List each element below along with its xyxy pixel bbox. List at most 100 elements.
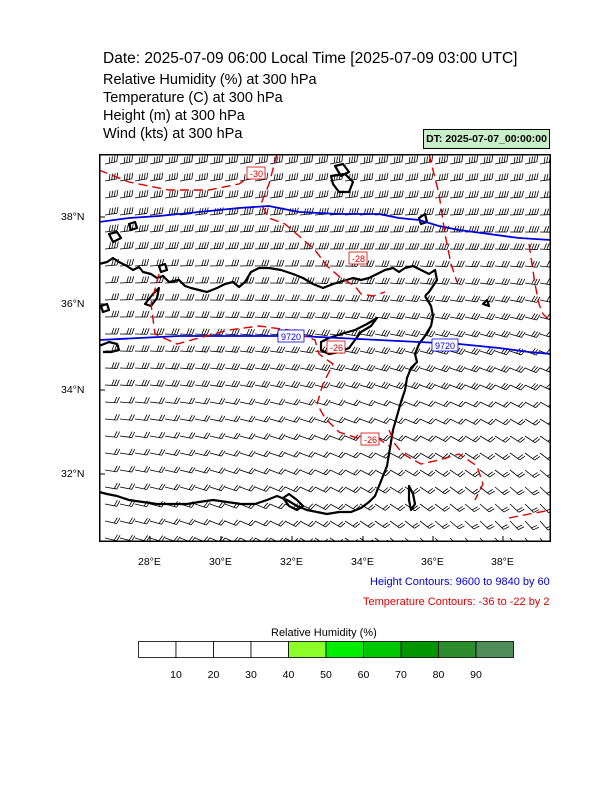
wind-barb xyxy=(404,242,420,250)
wind-barb xyxy=(284,311,300,319)
wind-barb xyxy=(509,173,524,182)
wind-barb xyxy=(224,467,241,474)
wind-barb xyxy=(164,431,181,439)
wind-barb xyxy=(164,328,180,335)
wind-barb xyxy=(389,469,406,477)
wind-barb xyxy=(194,224,209,233)
wind-barb xyxy=(254,190,269,199)
wind-barb xyxy=(494,155,509,165)
wind-barb xyxy=(494,295,511,303)
wind-barb xyxy=(329,399,346,406)
wind-barb xyxy=(359,294,375,302)
wind-barb xyxy=(344,416,361,424)
wind-barb xyxy=(224,311,240,319)
wind-barb xyxy=(494,190,509,199)
wind-barb xyxy=(224,155,238,165)
wind-barb xyxy=(239,432,256,440)
wind-barb xyxy=(104,362,120,369)
height-contour-legend: Height Contours: 9600 to 9840 by 60 xyxy=(370,576,550,588)
wind-barb xyxy=(224,519,241,526)
wind-barb xyxy=(509,435,526,443)
wind-barb xyxy=(194,172,209,182)
wind-barb xyxy=(104,224,119,233)
wind-barb xyxy=(149,276,165,284)
wind-barb xyxy=(164,172,179,182)
wind-barb xyxy=(269,277,285,284)
lake-tuz xyxy=(329,172,355,194)
wind-barb xyxy=(194,397,211,405)
wind-barb xyxy=(404,452,421,460)
wind-barb xyxy=(449,225,465,233)
wind-barb xyxy=(314,520,331,528)
wind-barb xyxy=(479,243,495,250)
wind-barb xyxy=(164,379,180,387)
wind-barb xyxy=(149,449,166,456)
wind-barb xyxy=(164,483,181,491)
wind-barb xyxy=(134,345,150,352)
wind-barb xyxy=(509,452,526,461)
wind-barb xyxy=(449,312,466,320)
island-rhodes xyxy=(143,286,161,308)
wind-barb xyxy=(509,520,525,531)
wind-barb xyxy=(389,381,406,390)
wind-barb xyxy=(329,190,344,199)
wind-barb xyxy=(314,207,329,216)
wind-barb xyxy=(314,434,331,441)
wind-barb xyxy=(524,435,541,443)
wind-barb xyxy=(209,501,226,509)
wind-barb xyxy=(464,418,481,425)
wind-barb xyxy=(164,362,180,370)
colorbar-label: 70 xyxy=(395,669,407,681)
wind-barb xyxy=(239,363,256,371)
wind-barb xyxy=(209,242,224,250)
wind-barb xyxy=(179,432,196,439)
wind-barb xyxy=(299,433,316,441)
wind-barb xyxy=(509,401,526,408)
wind-barb xyxy=(419,520,435,529)
wind-barb xyxy=(464,190,479,199)
wind-barb xyxy=(224,432,241,440)
wind-barb xyxy=(494,243,510,250)
wind-barb xyxy=(164,397,181,405)
wind-barb xyxy=(299,329,316,337)
wind-barb xyxy=(284,380,301,389)
wind-barb xyxy=(449,295,466,303)
wind-barb xyxy=(524,452,541,461)
wind-barb xyxy=(149,466,166,473)
wind-barb xyxy=(284,433,301,441)
wind-barb xyxy=(149,483,166,491)
wind-barb xyxy=(479,365,496,373)
wind-barb xyxy=(314,259,330,267)
wind-barb xyxy=(149,362,165,370)
wind-barb xyxy=(464,382,481,390)
wind-barb xyxy=(284,277,300,284)
wind-barb xyxy=(104,482,121,490)
aegean-islands xyxy=(99,162,491,314)
wind-barb xyxy=(359,364,376,372)
wind-barb xyxy=(224,398,241,405)
lon-label-28: 28°E xyxy=(138,556,161,568)
wind-barb xyxy=(104,396,120,404)
wind-barb xyxy=(389,155,404,165)
nile-delta-lake xyxy=(281,492,305,512)
wind-barb xyxy=(179,466,196,474)
variable-line-temperature: Temperature (C) at 300 hPa xyxy=(103,90,283,106)
wind-barb xyxy=(509,295,526,303)
wind-barb xyxy=(254,520,271,527)
wind-barb xyxy=(269,172,284,182)
egypt-coast xyxy=(99,490,318,514)
wind-barb xyxy=(464,503,480,513)
wind-barb xyxy=(149,172,164,182)
wind-barb xyxy=(494,225,510,233)
wind-barb xyxy=(359,329,376,337)
wind-barb xyxy=(239,242,255,250)
wind-barb xyxy=(434,364,451,373)
contour-labels: -30 -28 -26 -26 9720 9720 xyxy=(246,166,459,446)
wind-barb xyxy=(359,190,374,199)
wind-barb xyxy=(419,435,436,442)
wind-barb xyxy=(509,537,524,542)
wind-barb xyxy=(299,172,314,182)
wind-barb xyxy=(269,224,284,233)
wind-barb xyxy=(134,448,151,456)
humidity-colorbar: 10 20 30 40 50 60 70 80 90 xyxy=(138,641,514,681)
